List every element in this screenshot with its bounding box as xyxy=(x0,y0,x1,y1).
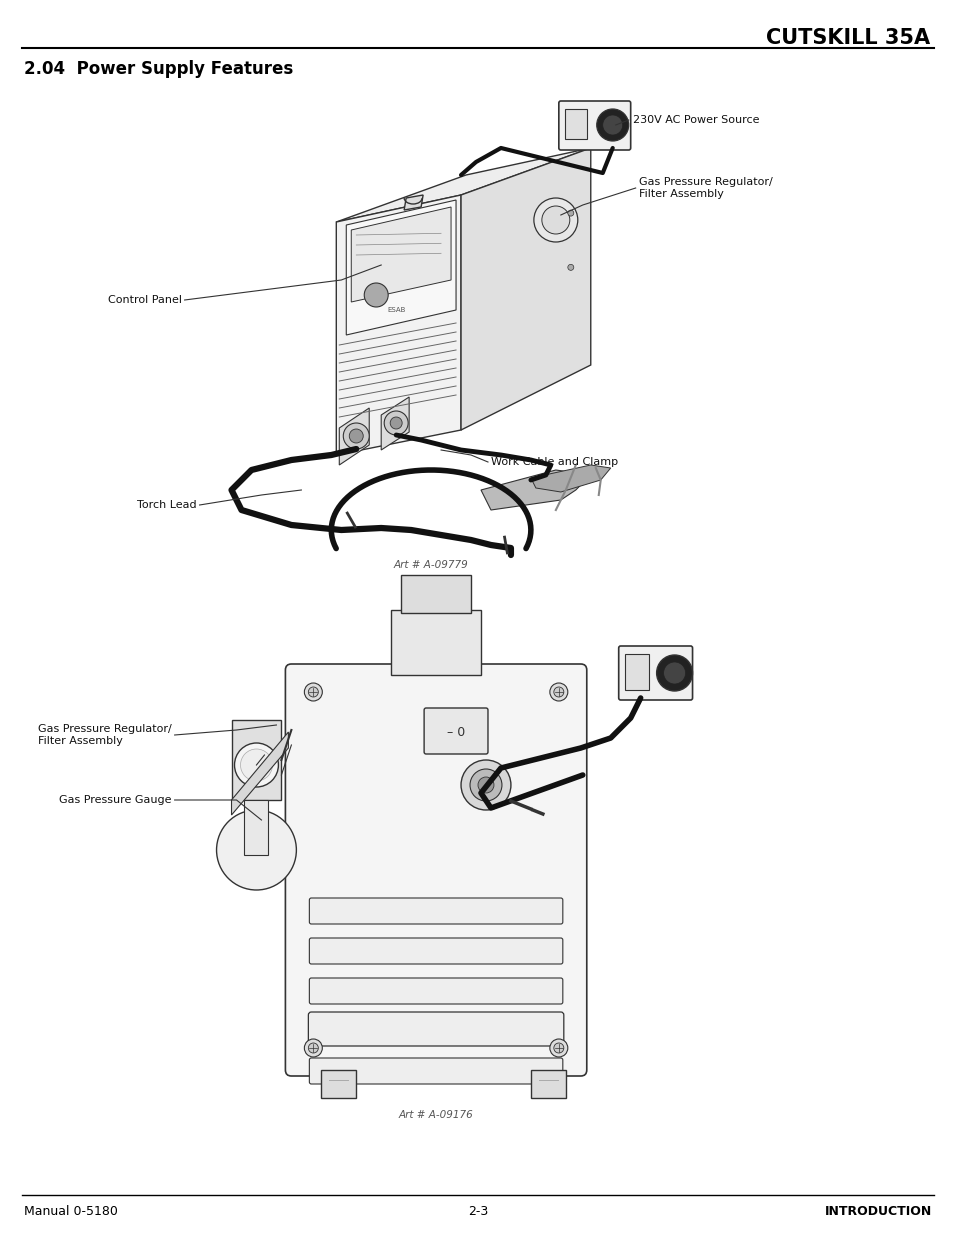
Circle shape xyxy=(364,283,388,308)
Circle shape xyxy=(597,109,628,141)
FancyBboxPatch shape xyxy=(308,1011,563,1046)
Bar xyxy=(321,1070,355,1098)
Text: – 0: – 0 xyxy=(446,725,465,739)
Bar xyxy=(564,109,586,140)
Circle shape xyxy=(567,210,573,216)
Circle shape xyxy=(384,411,408,435)
Text: ESAB: ESAB xyxy=(387,308,405,312)
Polygon shape xyxy=(336,148,590,222)
Bar xyxy=(232,720,281,800)
Polygon shape xyxy=(404,195,423,210)
Polygon shape xyxy=(480,471,590,510)
Circle shape xyxy=(554,687,563,697)
FancyBboxPatch shape xyxy=(309,1018,562,1044)
Circle shape xyxy=(656,655,692,692)
Text: Control Panel: Control Panel xyxy=(108,295,181,305)
Circle shape xyxy=(477,777,494,793)
Polygon shape xyxy=(339,408,369,466)
Circle shape xyxy=(554,1044,563,1053)
FancyBboxPatch shape xyxy=(285,664,586,1076)
Text: Art # A-09779: Art # A-09779 xyxy=(394,559,468,571)
Text: Work Cable and Clamp: Work Cable and Clamp xyxy=(491,457,618,467)
Circle shape xyxy=(663,662,685,684)
Circle shape xyxy=(534,198,578,242)
Circle shape xyxy=(349,429,363,443)
Text: Torch Lead: Torch Lead xyxy=(137,500,196,510)
Bar xyxy=(391,610,480,676)
Text: Art # A-09176: Art # A-09176 xyxy=(398,1110,473,1120)
Polygon shape xyxy=(346,200,456,335)
Circle shape xyxy=(304,1039,322,1057)
Text: 230V AC Power Source: 230V AC Power Source xyxy=(632,115,759,125)
Text: Gas Pressure Regulator/
Filter Assembly: Gas Pressure Regulator/ Filter Assembly xyxy=(638,177,772,199)
Text: INTRODUCTION: INTRODUCTION xyxy=(824,1205,931,1218)
Circle shape xyxy=(549,683,567,701)
FancyBboxPatch shape xyxy=(309,978,562,1004)
Text: Gas Pressure Gauge: Gas Pressure Gauge xyxy=(59,795,172,805)
Circle shape xyxy=(308,687,318,697)
Text: 2-3: 2-3 xyxy=(467,1205,488,1218)
Polygon shape xyxy=(351,207,451,303)
Circle shape xyxy=(304,683,322,701)
Circle shape xyxy=(308,1044,318,1053)
Polygon shape xyxy=(460,148,590,430)
Circle shape xyxy=(234,743,278,787)
Circle shape xyxy=(343,424,369,450)
Circle shape xyxy=(549,1039,567,1057)
Polygon shape xyxy=(232,732,288,815)
Circle shape xyxy=(460,760,511,810)
FancyBboxPatch shape xyxy=(309,898,562,924)
Bar xyxy=(624,655,648,690)
Circle shape xyxy=(567,264,573,270)
Text: Manual 0-5180: Manual 0-5180 xyxy=(24,1205,118,1218)
Circle shape xyxy=(541,206,569,233)
Text: CUTSKILL 35A: CUTSKILL 35A xyxy=(765,28,929,48)
FancyBboxPatch shape xyxy=(558,101,630,149)
FancyBboxPatch shape xyxy=(309,939,562,965)
Circle shape xyxy=(602,115,622,135)
FancyBboxPatch shape xyxy=(618,646,692,700)
Bar xyxy=(244,800,268,855)
Bar xyxy=(530,1070,565,1098)
Polygon shape xyxy=(336,195,460,454)
Circle shape xyxy=(240,748,273,781)
Text: 2.04  Power Supply Features: 2.04 Power Supply Features xyxy=(24,61,293,78)
Circle shape xyxy=(216,810,296,890)
FancyBboxPatch shape xyxy=(424,708,488,755)
Text: Gas Pressure Regulator/
Filter Assembly: Gas Pressure Regulator/ Filter Assembly xyxy=(38,724,172,746)
Circle shape xyxy=(390,417,402,429)
Bar xyxy=(401,576,471,613)
Polygon shape xyxy=(530,466,610,492)
Polygon shape xyxy=(381,396,409,450)
FancyBboxPatch shape xyxy=(309,1058,562,1084)
Circle shape xyxy=(470,769,501,802)
